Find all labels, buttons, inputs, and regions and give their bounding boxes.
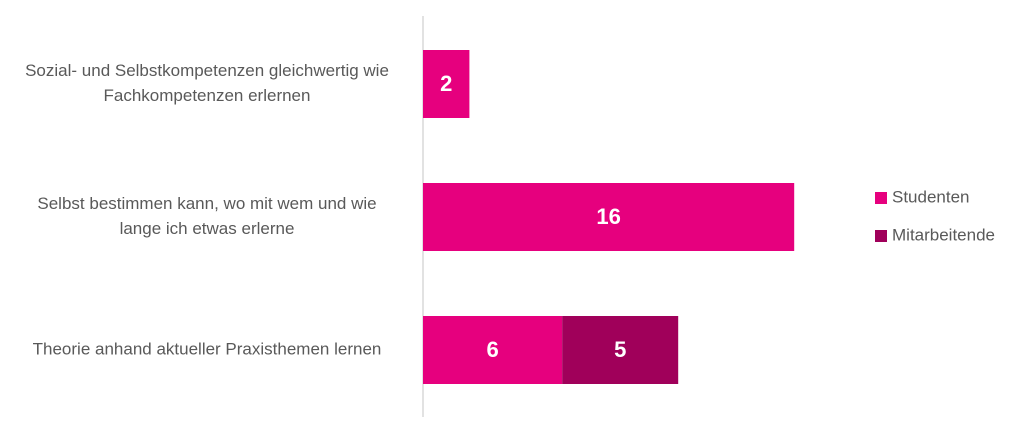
legend-swatch	[875, 192, 887, 204]
legend: Studenten Mitarbeitende	[875, 187, 995, 244]
category-label: Selbst bestimmen kann, wo mit wem und wi…	[37, 194, 376, 238]
data-label: 5	[614, 337, 626, 362]
category-labels: Sozial- und Selbstkompetenzen gleichwert…	[25, 61, 389, 359]
category-label-line: Fachkompetenzen erlernen	[104, 86, 311, 105]
category-label-line: Selbst bestimmen kann, wo mit wem und wi…	[37, 194, 376, 213]
bar-studenten	[423, 316, 563, 384]
bar-studenten	[423, 50, 470, 118]
data-label: 2	[440, 71, 452, 96]
legend-swatch	[875, 230, 887, 242]
bars	[423, 50, 795, 384]
category-label-line: Theorie anhand aktueller Praxisthemen le…	[33, 339, 382, 358]
category-label-line: lange ich etwas erlerne	[120, 219, 295, 238]
category-label-line: Sozial- und Selbstkompetenzen gleichwert…	[25, 61, 389, 80]
category-label: Sozial- und Selbstkompetenzen gleichwert…	[25, 61, 389, 105]
bar-mitarbeitende	[562, 316, 679, 384]
data-label: 6	[486, 337, 498, 362]
legend-label: Mitarbeitende	[892, 225, 995, 244]
category-label: Theorie anhand aktueller Praxisthemen le…	[33, 339, 382, 358]
data-label: 16	[596, 204, 620, 229]
legend-label: Studenten	[892, 187, 970, 206]
bar-studenten	[423, 183, 795, 251]
data-labels: 2 16 6 5	[440, 71, 626, 362]
